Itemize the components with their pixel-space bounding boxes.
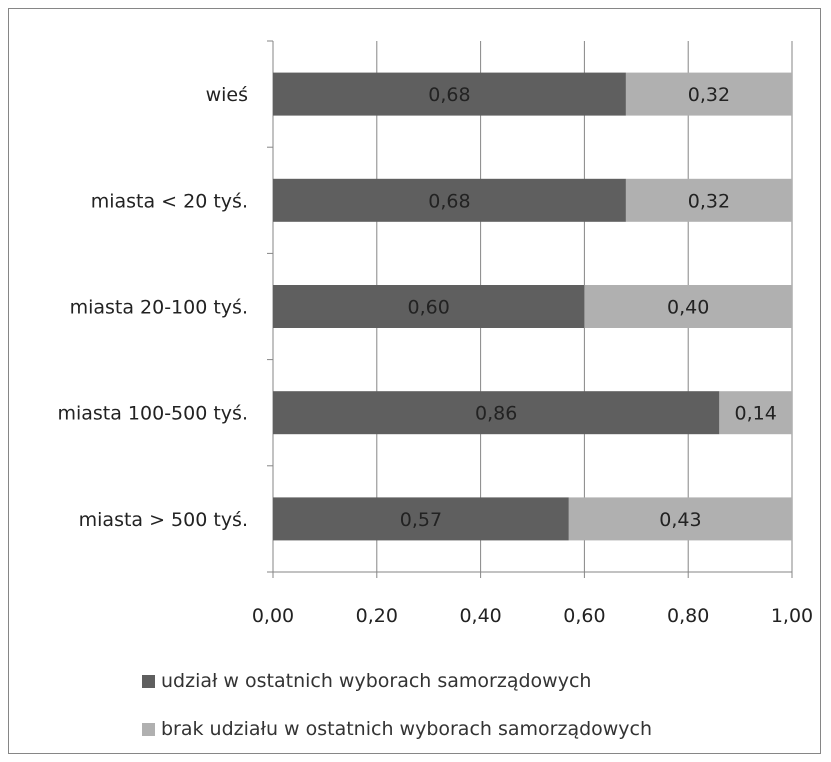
legend-swatch-no-participation <box>142 722 155 736</box>
bar-participation <box>273 497 569 541</box>
x-tick-label: 1,00 <box>771 605 813 627</box>
category-label: miasta 20-100 tyś. <box>70 297 248 319</box>
category-label: miasta < 20 tyś. <box>91 190 248 212</box>
data-label: 0,14 <box>735 403 777 425</box>
bar-no-participation <box>625 72 792 116</box>
bar-participation <box>273 72 626 116</box>
legend-label-no-participation: brak udziału w ostatnich wyborach samorz… <box>161 718 653 740</box>
data-label: 0,43 <box>659 509 701 531</box>
legend-item-no-participation: brak udziału w ostatnich wyborach samorz… <box>142 718 652 740</box>
data-label: 0,57 <box>400 509 442 531</box>
legend-item-participation: udział w ostatnich wyborach samorządowyc… <box>142 670 591 692</box>
bar-no-participation <box>719 391 792 435</box>
bar-no-participation <box>584 285 792 328</box>
bar-no-participation <box>625 178 792 222</box>
category-label: wieś <box>206 84 248 106</box>
legend-label-participation: udział w ostatnich wyborach samorządowyc… <box>161 670 592 692</box>
x-tick-label: 0,60 <box>563 605 605 627</box>
x-tick-label: 0,20 <box>356 605 398 627</box>
bar-no-participation <box>568 497 792 541</box>
data-label: 0,32 <box>688 84 730 106</box>
x-tick-label: 0,80 <box>667 605 709 627</box>
category-label: miasta 100-500 tyś. <box>57 403 248 425</box>
data-label: 0,60 <box>408 297 450 319</box>
data-label: 0,68 <box>428 84 470 106</box>
x-tick-label: 0,40 <box>459 605 501 627</box>
bar-participation <box>273 178 626 222</box>
bar-participation <box>273 391 720 435</box>
category-label: miasta > 500 tyś. <box>79 509 248 531</box>
data-label: 0,68 <box>428 190 470 212</box>
data-label: 0,86 <box>475 403 517 425</box>
data-label: 0,32 <box>688 190 730 212</box>
x-tick-label: 0,00 <box>252 605 294 627</box>
bar-participation <box>273 285 585 328</box>
data-label: 0,40 <box>667 297 709 319</box>
legend-swatch-participation <box>142 674 155 688</box>
chart-frame <box>8 8 821 754</box>
